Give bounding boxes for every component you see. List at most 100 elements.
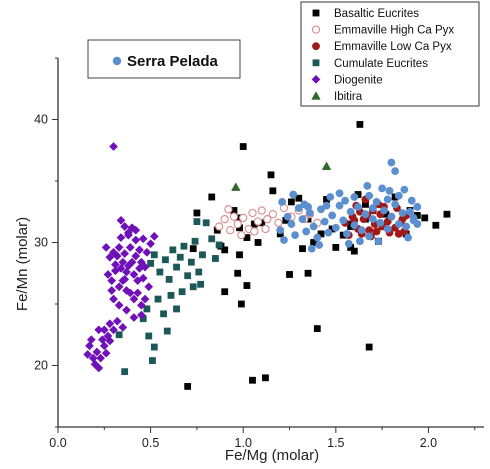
data-point	[443, 210, 451, 218]
data-point	[404, 233, 412, 242]
series-serra-pelada	[276, 158, 422, 253]
data-point	[239, 143, 247, 150]
legend-marker	[311, 91, 321, 100]
legend: Basaltic Eucrites Emmaville High Ca Pyx Em…	[300, 1, 480, 107]
data-point	[363, 182, 372, 190]
data-point	[249, 376, 256, 384]
data-point	[356, 121, 364, 128]
data-point	[257, 206, 266, 215]
data-point	[154, 295, 162, 303]
data-point	[250, 227, 259, 236]
data-point	[261, 224, 270, 234]
data-point	[150, 251, 158, 259]
data-point	[133, 288, 143, 298]
data-point	[189, 283, 197, 291]
series-ibitira	[231, 161, 332, 191]
data-point	[354, 202, 362, 211]
legend-label: Ibitira	[334, 91, 363, 103]
data-point	[202, 219, 210, 227]
y-tick-label: 20	[34, 359, 48, 373]
data-point	[278, 198, 287, 206]
plot-axes	[52, 57, 484, 433]
data-point	[372, 198, 381, 206]
data-point	[409, 213, 418, 222]
data-point	[421, 214, 429, 222]
data-point	[131, 251, 141, 261]
data-point	[165, 275, 173, 283]
data-point	[107, 276, 117, 286]
legend-label: Diogenite	[334, 74, 383, 86]
data-point	[307, 244, 316, 253]
data-point	[383, 195, 392, 204]
data-point	[109, 325, 119, 335]
data-point	[365, 232, 374, 241]
data-point	[220, 214, 229, 224]
data-point	[112, 316, 122, 326]
data-point	[138, 273, 148, 283]
data-point	[313, 325, 321, 332]
data-point	[287, 220, 296, 228]
data-point	[394, 220, 403, 228]
data-point	[365, 343, 373, 351]
x-tick-label: 1.5	[327, 436, 344, 450]
legend-box	[300, 1, 480, 107]
data-point	[289, 190, 298, 199]
data-point	[120, 249, 130, 259]
data-point	[140, 294, 150, 304]
data-point	[208, 235, 216, 243]
data-point	[214, 222, 224, 231]
data-point	[96, 353, 106, 363]
data-point	[120, 274, 130, 284]
data-point	[350, 221, 359, 230]
data-point	[94, 325, 104, 335]
data-point	[243, 282, 251, 289]
data-point	[339, 216, 348, 225]
data-point	[299, 245, 306, 253]
data-point	[380, 206, 388, 215]
data-point	[109, 294, 119, 304]
data-point	[195, 268, 203, 276]
data-point	[140, 262, 150, 272]
x-tick-label: 0.5	[142, 436, 159, 450]
data-point	[407, 196, 416, 205]
data-point	[332, 244, 340, 251]
data-point	[413, 202, 422, 211]
data-point	[101, 348, 111, 358]
inset-legend-marker	[112, 56, 122, 66]
legend-marker	[312, 42, 320, 51]
data-point	[229, 212, 239, 221]
data-point	[383, 225, 392, 233]
data-point	[221, 288, 229, 296]
data-point	[112, 251, 122, 261]
data-point	[234, 269, 242, 277]
data-point	[221, 246, 229, 254]
data-point	[368, 215, 377, 224]
data-point	[387, 158, 396, 167]
data-point	[291, 231, 299, 240]
data-point	[105, 319, 115, 329]
legend-marker	[312, 59, 320, 67]
data-point	[131, 225, 141, 235]
data-point	[163, 327, 171, 335]
data-point	[394, 229, 403, 238]
data-point	[286, 271, 293, 278]
data-point	[92, 347, 102, 357]
data-point	[86, 335, 96, 345]
data-point	[162, 256, 169, 264]
data-point	[302, 227, 311, 236]
data-point	[233, 219, 242, 229]
data-point	[350, 247, 358, 255]
inset-legend-serra-pelada: Serra Pelada	[87, 39, 241, 79]
y-axis-title: Fe/Mn (molar)	[14, 217, 31, 311]
data-point	[167, 291, 175, 299]
data-point	[123, 230, 133, 240]
data-point	[224, 205, 233, 214]
data-point	[236, 251, 243, 259]
data-point	[184, 272, 192, 280]
data-point	[191, 237, 199, 245]
data-point	[147, 260, 155, 267]
data-point	[317, 205, 325, 214]
data-point	[199, 251, 206, 259]
legend-marker	[311, 25, 321, 34]
